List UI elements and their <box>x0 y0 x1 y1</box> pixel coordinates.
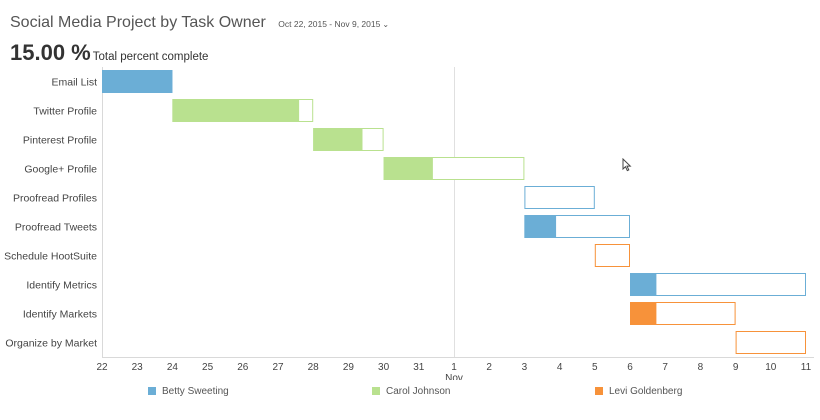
percent-complete-value: 15.00 % <box>10 40 91 65</box>
x-tick-label: 30 <box>378 362 390 373</box>
task-progress-fill <box>313 128 363 151</box>
x-tick-label: 3 <box>522 362 528 373</box>
task-label: Google+ Profile <box>24 164 97 176</box>
x-tick-label: 5 <box>592 362 598 373</box>
legend-swatch <box>595 387 603 395</box>
date-range-text: Oct 22, 2015 - Nov 9, 2015 <box>278 19 381 29</box>
task-bar <box>524 186 595 209</box>
date-range-selector[interactable]: Oct 22, 2015 - Nov 9, 2015 ⌄ <box>278 19 389 29</box>
x-tick-label: 2 <box>486 362 492 373</box>
legend-swatch <box>372 387 380 395</box>
x-tick-label: 28 <box>308 362 320 373</box>
x-tick-label: 7 <box>662 362 668 373</box>
chart-header: Social Media Project by Task Owner Oct 2… <box>10 14 389 32</box>
task-bar <box>630 273 806 296</box>
legend-item: Carol Johnson <box>372 386 450 397</box>
legend-item: Levi Goldenberg <box>595 386 682 397</box>
task-progress-fill <box>630 273 657 296</box>
x-tick-label: 26 <box>237 362 249 373</box>
task-progress-fill <box>102 70 173 93</box>
task-label: Identify Metrics <box>26 280 97 292</box>
task-progress-fill <box>630 302 657 325</box>
task-label: Schedule HootSuite <box>4 251 97 263</box>
x-tick-label: 11 <box>801 362 812 373</box>
legend-label: Betty Sweeting <box>162 386 229 397</box>
x-tick-label: 22 <box>96 362 108 373</box>
task-progress-fill <box>172 99 300 122</box>
task-label: Organize by Market <box>5 338 97 350</box>
task-label: Identify Markets <box>23 309 97 321</box>
x-tick-label: 10 <box>765 362 777 373</box>
chart-title: Social Media Project by Task Owner <box>10 14 266 31</box>
legend-label: Carol Johnson <box>386 386 451 397</box>
task-bar <box>594 244 630 267</box>
mouse-cursor-icon <box>622 158 632 172</box>
legend-label: Levi Goldenberg <box>609 386 683 397</box>
x-tick-label: 24 <box>167 362 179 373</box>
x-tick-label: 1 <box>451 362 457 373</box>
x-tick-label: 8 <box>698 362 704 373</box>
x-tick-label: 23 <box>132 362 144 373</box>
legend-item: Betty Sweeting <box>148 386 229 397</box>
task-label: Proofread Profiles <box>13 193 97 205</box>
x-tick-label: 9 <box>733 362 739 373</box>
x-tick-label: 6 <box>627 362 633 373</box>
percent-complete-label: Total percent complete <box>92 51 209 63</box>
task-progress-fill <box>383 157 433 180</box>
task-label: Email List <box>51 77 97 89</box>
x-tick-label: 31 <box>413 362 425 373</box>
month-label: Nov <box>445 373 463 380</box>
x-tick-label: 27 <box>272 362 284 373</box>
x-tick-label: 29 <box>343 362 355 373</box>
x-tick-label: 4 <box>557 362 563 373</box>
x-tick-label: 25 <box>202 362 214 373</box>
task-label: Twitter Profile <box>33 106 97 118</box>
task-bar <box>735 331 806 354</box>
chevron-down-icon: ⌄ <box>382 20 390 29</box>
percent-complete-summary: 15.00 % Total percent complete <box>10 40 208 66</box>
task-label: Proofread Tweets <box>15 222 97 234</box>
gantt-chart: Email List Twitter Profile Pinterest Profi… <box>4 67 814 380</box>
legend-swatch <box>148 387 156 395</box>
task-label: Pinterest Profile <box>23 135 97 147</box>
task-progress-fill <box>524 215 557 238</box>
